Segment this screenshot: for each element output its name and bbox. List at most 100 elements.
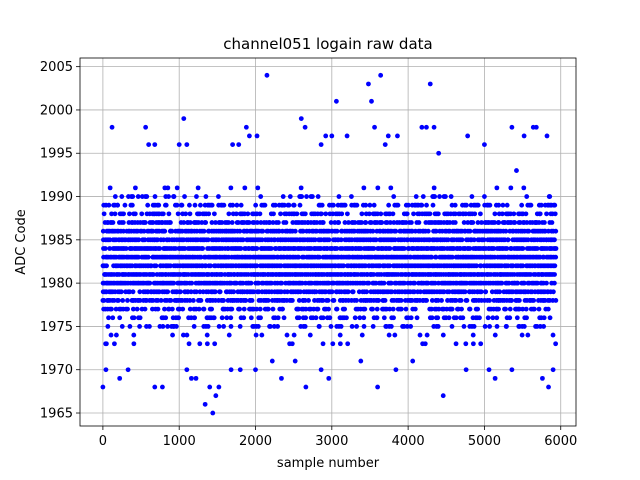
data-point xyxy=(492,211,498,217)
data-point xyxy=(238,202,244,208)
data-point xyxy=(356,289,362,295)
data-point xyxy=(142,237,148,243)
data-point-outlier xyxy=(546,384,551,390)
data-point xyxy=(388,185,394,191)
data-point xyxy=(251,289,257,295)
data-point xyxy=(516,298,522,303)
data-point xyxy=(509,298,514,303)
data-point xyxy=(162,306,167,312)
data-point-outlier xyxy=(323,133,329,139)
data-point xyxy=(445,237,451,243)
data-point xyxy=(121,211,126,217)
data-point-outlier xyxy=(375,384,380,390)
data-point xyxy=(487,298,492,303)
data-point xyxy=(524,315,529,321)
data-point xyxy=(147,324,152,329)
data-point xyxy=(205,324,211,329)
data-point xyxy=(237,228,243,234)
data-point xyxy=(191,324,197,329)
data-point-outlier xyxy=(247,133,252,139)
data-point xyxy=(179,202,185,208)
data-point xyxy=(371,202,377,208)
data-point-outlier xyxy=(318,367,324,373)
data-point xyxy=(504,324,509,329)
data-point xyxy=(286,202,292,208)
data-point xyxy=(387,306,393,312)
data-point xyxy=(453,298,459,303)
data-point xyxy=(243,298,249,303)
data-point xyxy=(170,332,175,338)
data-point xyxy=(219,315,225,321)
data-point xyxy=(219,220,225,225)
data-point xyxy=(270,220,276,225)
data-point xyxy=(391,194,397,199)
data-point xyxy=(439,298,444,303)
data-point xyxy=(269,280,274,286)
data-point xyxy=(508,185,514,191)
data-point xyxy=(452,220,458,225)
data-point xyxy=(474,263,479,269)
data-point xyxy=(234,202,240,208)
data-point xyxy=(112,194,118,199)
data-point xyxy=(448,194,454,199)
data-point xyxy=(229,220,235,225)
data-point xyxy=(395,202,401,208)
data-point xyxy=(302,211,308,217)
data-point xyxy=(241,306,247,312)
data-point xyxy=(158,298,164,303)
data-point xyxy=(150,298,156,303)
data-point xyxy=(435,315,441,321)
data-point xyxy=(381,280,387,286)
data-point xyxy=(176,315,181,321)
data-point-outlier xyxy=(100,384,106,390)
data-point xyxy=(424,202,429,208)
data-point xyxy=(205,237,211,243)
data-point-outlier xyxy=(395,133,400,139)
data-point xyxy=(361,185,367,191)
data-point xyxy=(168,298,174,303)
data-point xyxy=(187,306,193,312)
data-point-outlier xyxy=(369,98,374,104)
data-point xyxy=(446,315,452,321)
data-point xyxy=(195,185,201,191)
data-point xyxy=(354,298,359,303)
data-point xyxy=(433,254,439,260)
data-point xyxy=(414,315,420,321)
data-point xyxy=(461,220,467,225)
data-point-outlier xyxy=(463,367,469,373)
data-point xyxy=(499,280,505,286)
data-point-outlier xyxy=(243,124,249,130)
data-point-outlier xyxy=(492,375,498,381)
data-point xyxy=(190,298,196,303)
data-point xyxy=(374,306,380,312)
data-point xyxy=(475,220,481,225)
data-point xyxy=(187,220,193,225)
data-point xyxy=(349,194,354,199)
data-point xyxy=(163,202,169,208)
data-point xyxy=(163,315,169,321)
data-point xyxy=(542,220,547,225)
data-point xyxy=(469,194,475,199)
data-point xyxy=(165,185,171,191)
data-point xyxy=(334,246,340,251)
data-point xyxy=(526,228,532,234)
data-point-outlier xyxy=(160,384,165,390)
data-point xyxy=(221,298,226,303)
data-point-outlier xyxy=(264,72,270,78)
data-point xyxy=(477,315,482,321)
data-point xyxy=(521,324,527,329)
data-point xyxy=(314,220,320,225)
data-point xyxy=(240,280,246,286)
data-point xyxy=(496,202,502,208)
data-point xyxy=(211,315,217,321)
data-point xyxy=(238,246,244,251)
data-point xyxy=(519,202,525,208)
data-point xyxy=(379,220,385,225)
data-point xyxy=(206,211,212,217)
data-point xyxy=(472,211,478,217)
data-point xyxy=(302,298,308,303)
data-point xyxy=(367,202,373,208)
data-point xyxy=(131,315,137,321)
data-point xyxy=(520,246,526,251)
data-point xyxy=(553,228,559,234)
